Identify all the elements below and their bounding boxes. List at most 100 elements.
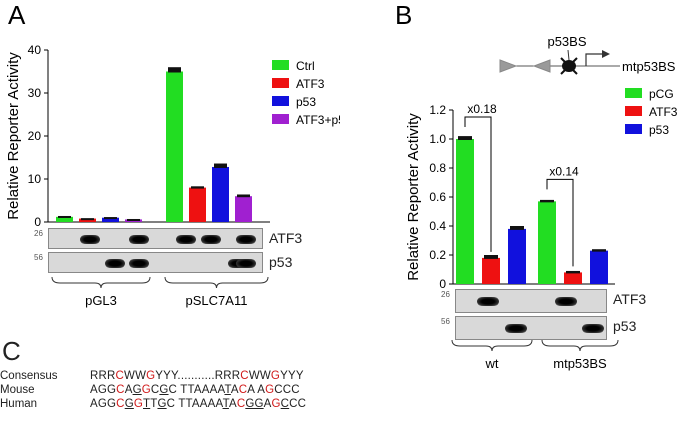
sequence-segment: A bbox=[228, 398, 237, 410]
group-label: mtp53BS bbox=[553, 356, 607, 371]
sequence-segment: WW bbox=[124, 370, 147, 382]
fold-change-label: x0.18 bbox=[467, 102, 497, 116]
sequence-segment: A A bbox=[247, 384, 266, 396]
blot-band bbox=[477, 297, 499, 306]
chart-b: B 0 0.2 0.4 0.6 0.8 1.0 1.2 Relative Reporter Ac… bbox=[395, 0, 678, 290]
bar-ctrl bbox=[56, 216, 73, 222]
sequence-text: RRRCWWGYYY...........RRRCWWGYYY bbox=[90, 370, 304, 382]
blot-band bbox=[236, 258, 256, 268]
error-bar bbox=[592, 249, 606, 252]
blot-band bbox=[505, 324, 527, 333]
sequence-segment: A bbox=[230, 384, 239, 396]
sequence-segment: RRR bbox=[90, 370, 116, 382]
y-tick-label: 0.6 bbox=[429, 190, 446, 204]
sequence-segment: T bbox=[222, 398, 229, 410]
y-tick-label: 30 bbox=[28, 86, 42, 100]
legend-swatch bbox=[625, 124, 642, 134]
mw-marker: 56 bbox=[34, 253, 43, 262]
y-tick-label: 0.4 bbox=[429, 219, 446, 233]
error-bar bbox=[81, 218, 94, 221]
group-brace bbox=[541, 339, 619, 352]
group-brace bbox=[51, 276, 151, 289]
legend-label: ATF3+p53 bbox=[296, 113, 340, 127]
y-tick-label: 10 bbox=[28, 172, 42, 186]
blot-band bbox=[176, 234, 196, 244]
sequence-segment: G bbox=[265, 384, 275, 396]
sequence-segment: C bbox=[238, 384, 248, 396]
sequence-segment: A bbox=[124, 384, 133, 396]
mw-marker: 26 bbox=[441, 290, 450, 299]
error-bar bbox=[540, 199, 554, 203]
sequence-segment: GG bbox=[245, 398, 264, 410]
y-tick-label: 1.0 bbox=[429, 132, 446, 146]
sequence-segment: A bbox=[217, 384, 225, 396]
sequence-segment: AGG bbox=[90, 384, 117, 396]
bar-atf3-p53 bbox=[235, 196, 252, 222]
sequence-segment: G bbox=[146, 370, 156, 382]
panel-letter: B bbox=[395, 0, 412, 30]
sequence-segment: G bbox=[132, 384, 142, 396]
error-bar bbox=[484, 255, 498, 259]
sequence-segment: YYY...........RRR bbox=[155, 370, 241, 382]
legend-label: ATF3 bbox=[296, 77, 325, 91]
sequence-segment: C TTAAA bbox=[166, 398, 216, 410]
blot-label-atf3: ATF3 bbox=[269, 230, 303, 246]
loxp-site-icon bbox=[532, 59, 551, 73]
legend-label: ATF3 bbox=[649, 105, 678, 119]
sequence-segment: C TTAAA bbox=[168, 384, 218, 396]
group-brace bbox=[451, 339, 533, 352]
sequence-segment: G bbox=[159, 384, 169, 396]
loxp-site-icon bbox=[499, 59, 518, 73]
sequence-segment: C bbox=[150, 384, 160, 396]
blot-band bbox=[129, 234, 149, 244]
bar-atf3 bbox=[564, 272, 582, 284]
sequence-segment: CC bbox=[289, 398, 307, 410]
y-tick-label: 40 bbox=[28, 43, 42, 57]
y-tick-label: 1.2 bbox=[429, 103, 446, 117]
blot-band bbox=[201, 234, 221, 244]
blot-strip-atf3 bbox=[48, 228, 263, 249]
bar-p53 bbox=[508, 228, 526, 284]
sequence-segment: C bbox=[280, 398, 290, 410]
y-tick-label: 0 bbox=[439, 277, 446, 290]
error-bar bbox=[458, 136, 472, 140]
legend-label: p53 bbox=[649, 123, 669, 137]
blot-strip-p53 bbox=[48, 252, 263, 273]
sequence-segment: G bbox=[141, 384, 151, 396]
sequence-segment: C bbox=[116, 384, 125, 396]
blot-band bbox=[582, 324, 604, 333]
blot-band bbox=[129, 258, 149, 268]
group-label: pGL3 bbox=[85, 293, 117, 308]
blot-band bbox=[236, 234, 256, 244]
y-axis-label: Relative Reporter Activity bbox=[405, 113, 422, 281]
sequence-text: AGGCGGTTGC TTAAAATACGGAGCCC bbox=[90, 398, 306, 410]
chart-a: A 0 10 20 30 40 Relative Reporter Activity Ctrl… bbox=[5, 0, 340, 229]
sequence-name: Mouse bbox=[0, 384, 35, 396]
sequence-segment: C bbox=[240, 370, 249, 382]
sequence-segment: G bbox=[157, 398, 167, 410]
error-bar bbox=[237, 194, 250, 198]
sequence-segment: CCC bbox=[274, 384, 300, 396]
group-label: pSLC7A11 bbox=[186, 293, 248, 308]
error-bar bbox=[58, 215, 71, 218]
legend-swatch bbox=[272, 114, 289, 124]
legend-label: Ctrl bbox=[296, 59, 315, 73]
legend-swatch bbox=[272, 60, 289, 70]
blot-label-p53: p53 bbox=[269, 254, 293, 270]
y-tick-label: 20 bbox=[28, 129, 42, 143]
bar-p53 bbox=[102, 217, 119, 222]
sequence-segment: YYY bbox=[280, 370, 304, 382]
bar-atf3 bbox=[79, 218, 96, 222]
sequence-text: AGGCAGGCGC TTAAAATACA AGCCC bbox=[90, 384, 300, 396]
p53bs-label: p53BS bbox=[547, 34, 586, 49]
y-tick-label: 0.8 bbox=[429, 161, 446, 175]
blot-label-atf3: ATF3 bbox=[613, 291, 647, 307]
group-brace bbox=[164, 276, 269, 289]
error-bar bbox=[127, 218, 140, 221]
y-tick-label: 0.2 bbox=[429, 248, 446, 262]
sequence-name: Human bbox=[0, 398, 38, 410]
bar-p53 bbox=[590, 250, 608, 284]
tss-arrow-head-icon bbox=[602, 50, 610, 58]
panel-c-letter: C bbox=[2, 336, 21, 366]
tss-arrow-icon bbox=[585, 53, 602, 66]
